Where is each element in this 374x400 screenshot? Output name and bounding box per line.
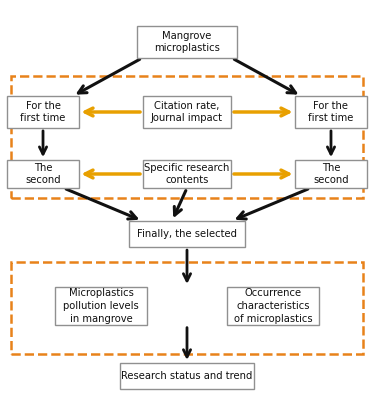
Text: Mangrove
microplastics: Mangrove microplastics — [154, 31, 220, 53]
Text: Occurrence
characteristics
of microplastics: Occurrence characteristics of microplast… — [234, 288, 312, 324]
FancyBboxPatch shape — [7, 160, 79, 188]
FancyBboxPatch shape — [7, 96, 79, 128]
Text: The
second: The second — [25, 163, 61, 186]
FancyBboxPatch shape — [129, 221, 245, 247]
Text: For the
first time: For the first time — [20, 101, 66, 123]
Text: Citation rate,
Journal impact: Citation rate, Journal impact — [151, 101, 223, 123]
FancyBboxPatch shape — [137, 26, 237, 58]
Text: Specific research
contents: Specific research contents — [144, 163, 230, 186]
Text: The
second: The second — [313, 163, 349, 186]
FancyBboxPatch shape — [55, 287, 147, 325]
FancyBboxPatch shape — [295, 160, 367, 188]
FancyBboxPatch shape — [143, 160, 231, 188]
Text: Microplastics
pollution levels
in mangrove: Microplastics pollution levels in mangro… — [63, 288, 139, 324]
FancyBboxPatch shape — [295, 96, 367, 128]
Text: Research status and trend: Research status and trend — [121, 371, 253, 381]
Text: Finally, the selected: Finally, the selected — [137, 229, 237, 239]
Text: For the
first time: For the first time — [308, 101, 354, 123]
FancyBboxPatch shape — [143, 96, 231, 128]
FancyBboxPatch shape — [227, 287, 319, 325]
FancyBboxPatch shape — [120, 363, 254, 389]
